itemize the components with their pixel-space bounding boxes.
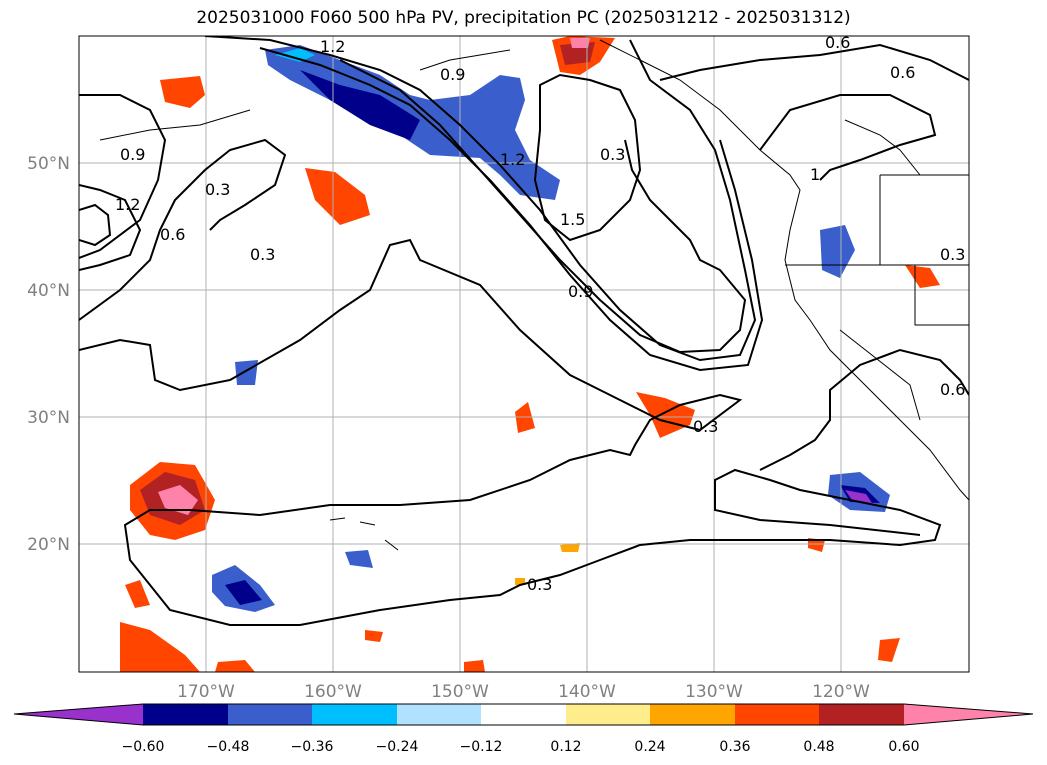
- pos-precip-19: [464, 660, 485, 672]
- contour-label: 0.3: [250, 245, 275, 264]
- contour-label: 0.3: [600, 145, 625, 164]
- colorbar-segment: [228, 704, 312, 725]
- contour-label: 0.9: [120, 145, 145, 164]
- contour-label: 0.3: [527, 575, 552, 594]
- contour-label: 0.3: [693, 417, 718, 436]
- map-frame: [78, 35, 970, 673]
- neg-precip-alaska-edge: [275, 48, 315, 62]
- pos-precip-20: [560, 543, 580, 552]
- colorbar-tick: 0.36: [719, 739, 750, 755]
- neg-precip-11-peak: [845, 490, 872, 503]
- contour-label: 1: [810, 165, 820, 184]
- pos-precip-8: [215, 660, 255, 672]
- pos-precip-6: [125, 580, 150, 608]
- contour-label: 0.3: [940, 245, 965, 264]
- colorbar-tick: −0.24: [376, 739, 419, 755]
- lon-label-140w: 140°W: [558, 682, 616, 702]
- contour-label: 0.6: [890, 63, 915, 82]
- colorbar-tick: 0.12: [550, 739, 581, 755]
- colorbar-tick: −0.12: [460, 739, 503, 755]
- pos-precip-3-peak: [570, 38, 590, 48]
- contour-label: 1.2: [320, 37, 345, 56]
- pos-precip-1: [160, 76, 205, 108]
- colorbar-tick: −0.48: [207, 739, 250, 755]
- contour-label: 0.9: [440, 65, 465, 84]
- lon-label-160w: 160°W: [304, 682, 362, 702]
- colorbar-left-arrow: [14, 704, 143, 725]
- colorbar-tick: 0.24: [634, 739, 665, 755]
- pos-precip-17: [878, 638, 900, 662]
- longitude-labels: 170°W 160°W 150°W 140°W 130°W 120°W: [177, 682, 870, 702]
- latitude-labels: 50°N 40°N 30°N 20°N: [27, 154, 70, 555]
- map-frame-bg: [79, 36, 969, 672]
- colorbar-segment: [735, 704, 819, 725]
- colorbar-tick: −0.60: [122, 739, 165, 755]
- neg-precip-15: [345, 550, 373, 568]
- neg-precip-5-core: [225, 580, 262, 605]
- colorbar-right-arrow: [904, 704, 1033, 725]
- lat-label-40n: 40°N: [27, 281, 70, 301]
- lon-label-120w: 120°W: [812, 682, 870, 702]
- pos-precip-7: [120, 622, 200, 672]
- neg-precip-alaska-core: [300, 70, 420, 140]
- pos-precip-21: [515, 578, 525, 585]
- colorbar: −0.60 −0.48 −0.36 −0.24 −0.12 0.12 0.24 …: [13, 703, 1034, 755]
- pos-precip-9: [636, 392, 695, 438]
- colorbar-tick: −0.36: [291, 739, 334, 755]
- colorbar-ticks: −0.60 −0.48 −0.36 −0.24 −0.12 0.12 0.24 …: [122, 739, 920, 755]
- contour-label: 1.2: [500, 150, 525, 169]
- colorbar-segment: [143, 704, 228, 725]
- contour-label: 0.6: [160, 225, 185, 244]
- graticule: [79, 36, 969, 672]
- lon-label-150w: 150°W: [431, 682, 489, 702]
- colorbar-segment: [481, 704, 566, 725]
- colorbar-tick: 0.48: [803, 739, 834, 755]
- lon-label-130w: 130°W: [685, 682, 743, 702]
- precip-shading: [120, 36, 940, 672]
- colorbar-segment: [819, 704, 904, 725]
- contour-label: 0.9: [568, 282, 593, 301]
- lon-label-170w: 170°W: [177, 682, 235, 702]
- pos-precip-4-peak: [158, 485, 198, 515]
- colorbar-segment: [650, 704, 735, 725]
- colorbar-outline: [13, 703, 1034, 726]
- contour-label: 0.3: [205, 180, 230, 199]
- pos-precip-18: [365, 630, 383, 642]
- pos-precip-2: [305, 168, 370, 225]
- lat-label-20n: 20°N: [27, 535, 70, 555]
- lat-label-50n: 50°N: [27, 154, 70, 174]
- map-title: 2025031000 F060 500 hPa PV, precipitatio…: [196, 8, 851, 28]
- colorbar-tick: 0.60: [888, 739, 919, 755]
- pos-precip-13: [905, 265, 940, 288]
- contour-labels: 1.2 0.9 0.6 0.3 0.9 1.2 0.6 0.6 0.3 1.2 …: [115, 33, 965, 594]
- neg-precip-14: [235, 360, 258, 385]
- colorbar-segment: [312, 704, 397, 725]
- contour-label: 0.6: [825, 33, 850, 52]
- pv-contours: [79, 36, 969, 626]
- contour-label: 0.6: [940, 380, 965, 399]
- contour-label: 1.2: [115, 195, 140, 214]
- coastlines: [99, 39, 969, 551]
- contour-label: 1.5: [560, 210, 585, 229]
- pos-precip-16: [808, 538, 825, 552]
- colorbar-segment: [566, 704, 650, 725]
- colorbar-segment: [397, 704, 481, 725]
- lat-label-30n: 30°N: [27, 408, 70, 428]
